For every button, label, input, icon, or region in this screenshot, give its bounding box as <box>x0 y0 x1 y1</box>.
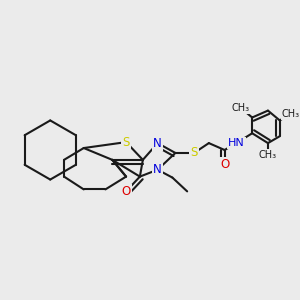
Text: HN: HN <box>228 138 245 148</box>
Text: S: S <box>190 146 198 160</box>
Text: O: O <box>122 185 131 198</box>
Text: N: N <box>153 136 162 150</box>
Text: O: O <box>220 158 229 171</box>
Text: CH₃: CH₃ <box>231 103 249 112</box>
Text: N: N <box>153 163 162 176</box>
Text: CH₃: CH₃ <box>259 150 277 160</box>
Text: CH₃: CH₃ <box>281 109 300 118</box>
Text: S: S <box>122 136 130 148</box>
